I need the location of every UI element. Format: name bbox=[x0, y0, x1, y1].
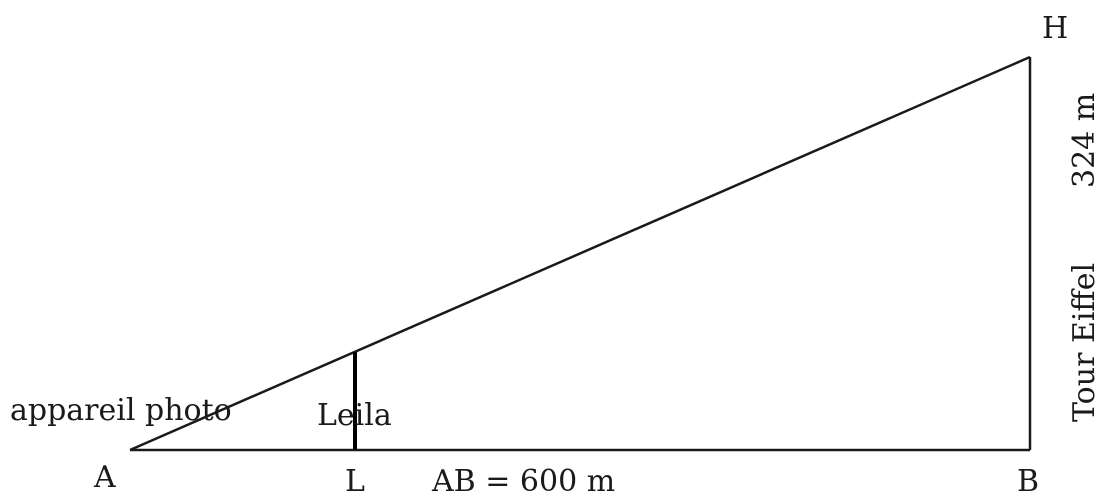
base-length-label: AB = 600 m bbox=[431, 464, 615, 497]
point-label-A: A bbox=[93, 460, 116, 495]
tower-name-label: Tour Eiffel bbox=[1067, 263, 1102, 422]
tower-height-label: 324 m bbox=[1067, 93, 1102, 188]
person-label: Leila bbox=[317, 398, 392, 433]
segment-AH bbox=[129, 55, 1031, 452]
point-label-B: B bbox=[1017, 464, 1039, 497]
camera-label: appareil photo bbox=[10, 393, 232, 428]
point-label-L: L bbox=[345, 464, 365, 497]
point-label-H: H bbox=[1042, 11, 1068, 46]
